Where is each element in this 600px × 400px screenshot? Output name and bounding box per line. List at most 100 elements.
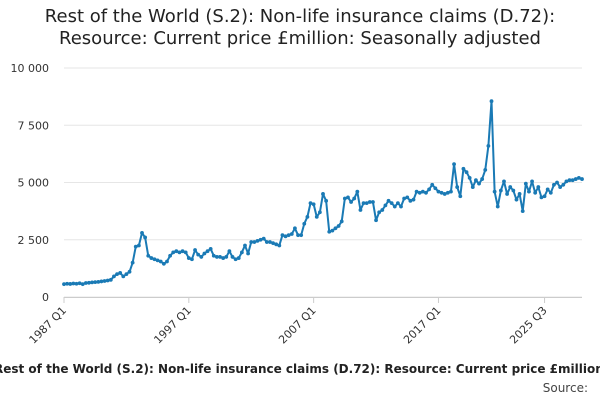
data-point[interactable] <box>548 190 553 195</box>
data-point[interactable] <box>165 259 169 264</box>
data-point[interactable] <box>305 214 310 219</box>
data-point[interactable] <box>520 209 525 214</box>
data-point[interactable] <box>252 240 257 244</box>
data-point[interactable] <box>408 198 413 203</box>
data-point[interactable] <box>146 253 151 258</box>
data-point[interactable] <box>152 257 157 262</box>
data-point[interactable] <box>218 255 222 259</box>
data-point[interactable] <box>255 238 260 243</box>
data-point[interactable] <box>576 176 581 180</box>
data-point[interactable] <box>389 201 394 206</box>
data-point[interactable] <box>371 200 375 204</box>
data-point[interactable] <box>230 255 235 259</box>
data-point[interactable] <box>246 251 251 256</box>
data-point[interactable] <box>71 281 76 286</box>
data-point[interactable] <box>158 259 163 264</box>
data-point[interactable] <box>330 228 335 233</box>
data-point[interactable] <box>433 186 438 191</box>
data-point[interactable] <box>174 249 179 254</box>
data-point[interactable] <box>527 189 531 194</box>
data-point[interactable] <box>355 189 360 194</box>
data-point[interactable] <box>445 190 450 195</box>
data-point[interactable] <box>558 185 563 189</box>
data-point[interactable] <box>221 256 226 260</box>
data-point[interactable] <box>118 271 123 275</box>
data-point[interactable] <box>108 277 113 282</box>
data-point[interactable] <box>193 248 197 252</box>
data-point[interactable] <box>442 192 447 196</box>
data-point[interactable] <box>380 208 385 212</box>
data-point[interactable] <box>87 280 91 285</box>
data-point[interactable] <box>140 230 144 235</box>
data-point[interactable] <box>127 269 132 274</box>
data-point[interactable] <box>136 243 141 248</box>
data-point[interactable] <box>93 280 98 285</box>
data-point[interactable] <box>336 224 341 228</box>
data-point[interactable] <box>183 250 188 255</box>
data-point[interactable] <box>449 189 453 194</box>
data-point[interactable] <box>208 247 213 251</box>
data-point[interactable] <box>77 281 82 286</box>
data-point[interactable] <box>155 258 160 263</box>
data-point[interactable] <box>542 194 547 199</box>
data-point[interactable] <box>286 233 291 238</box>
data-point[interactable] <box>561 182 566 187</box>
data-point[interactable] <box>386 198 391 203</box>
data-point[interactable] <box>364 201 369 206</box>
data-point[interactable] <box>202 251 207 256</box>
data-point[interactable] <box>514 197 519 202</box>
data-point[interactable] <box>321 192 325 196</box>
data-point[interactable] <box>196 252 201 257</box>
data-point[interactable] <box>498 188 503 193</box>
data-point[interactable] <box>149 256 154 260</box>
data-point[interactable] <box>227 249 232 254</box>
data-point[interactable] <box>377 210 382 215</box>
data-point[interactable] <box>258 237 263 242</box>
data-point[interactable] <box>317 210 322 215</box>
data-point[interactable] <box>461 166 466 171</box>
data-point[interactable] <box>573 177 578 181</box>
data-point[interactable] <box>405 195 410 200</box>
data-point[interactable] <box>333 226 338 231</box>
data-point[interactable] <box>539 195 544 200</box>
data-point[interactable] <box>424 190 428 195</box>
data-point[interactable] <box>511 188 516 193</box>
data-point[interactable] <box>414 189 419 194</box>
data-point[interactable] <box>80 282 85 287</box>
data-point[interactable] <box>439 190 444 195</box>
data-point[interactable] <box>492 189 497 194</box>
data-point[interactable] <box>211 253 216 258</box>
data-point[interactable] <box>249 240 254 244</box>
data-point[interactable] <box>567 178 572 183</box>
data-point[interactable] <box>580 177 584 181</box>
data-point[interactable] <box>374 218 378 223</box>
data-point[interactable] <box>243 243 247 248</box>
data-point[interactable] <box>274 242 279 247</box>
data-point[interactable] <box>177 250 182 255</box>
data-point[interactable] <box>452 162 456 167</box>
data-point[interactable] <box>168 253 172 258</box>
data-point[interactable] <box>236 256 241 260</box>
data-point[interactable] <box>342 196 347 201</box>
data-point[interactable] <box>261 236 266 241</box>
data-point[interactable] <box>570 178 575 183</box>
data-point[interactable] <box>99 279 104 284</box>
data-point[interactable] <box>311 202 316 207</box>
data-point[interactable] <box>327 229 332 234</box>
data-point[interactable] <box>161 261 166 266</box>
data-point[interactable] <box>495 204 500 209</box>
data-point[interactable] <box>555 180 559 185</box>
data-point[interactable] <box>299 233 304 238</box>
data-point[interactable] <box>552 182 556 187</box>
data-point[interactable] <box>68 282 73 286</box>
data-point[interactable] <box>233 257 238 262</box>
data-point[interactable] <box>224 255 229 259</box>
data-point[interactable] <box>283 234 288 239</box>
data-point[interactable] <box>62 282 66 287</box>
data-point[interactable] <box>383 203 388 208</box>
data-point[interactable] <box>215 255 219 259</box>
data-point[interactable] <box>395 201 400 206</box>
data-point[interactable] <box>464 170 469 175</box>
data-point[interactable] <box>112 274 116 279</box>
data-point[interactable] <box>74 281 79 286</box>
